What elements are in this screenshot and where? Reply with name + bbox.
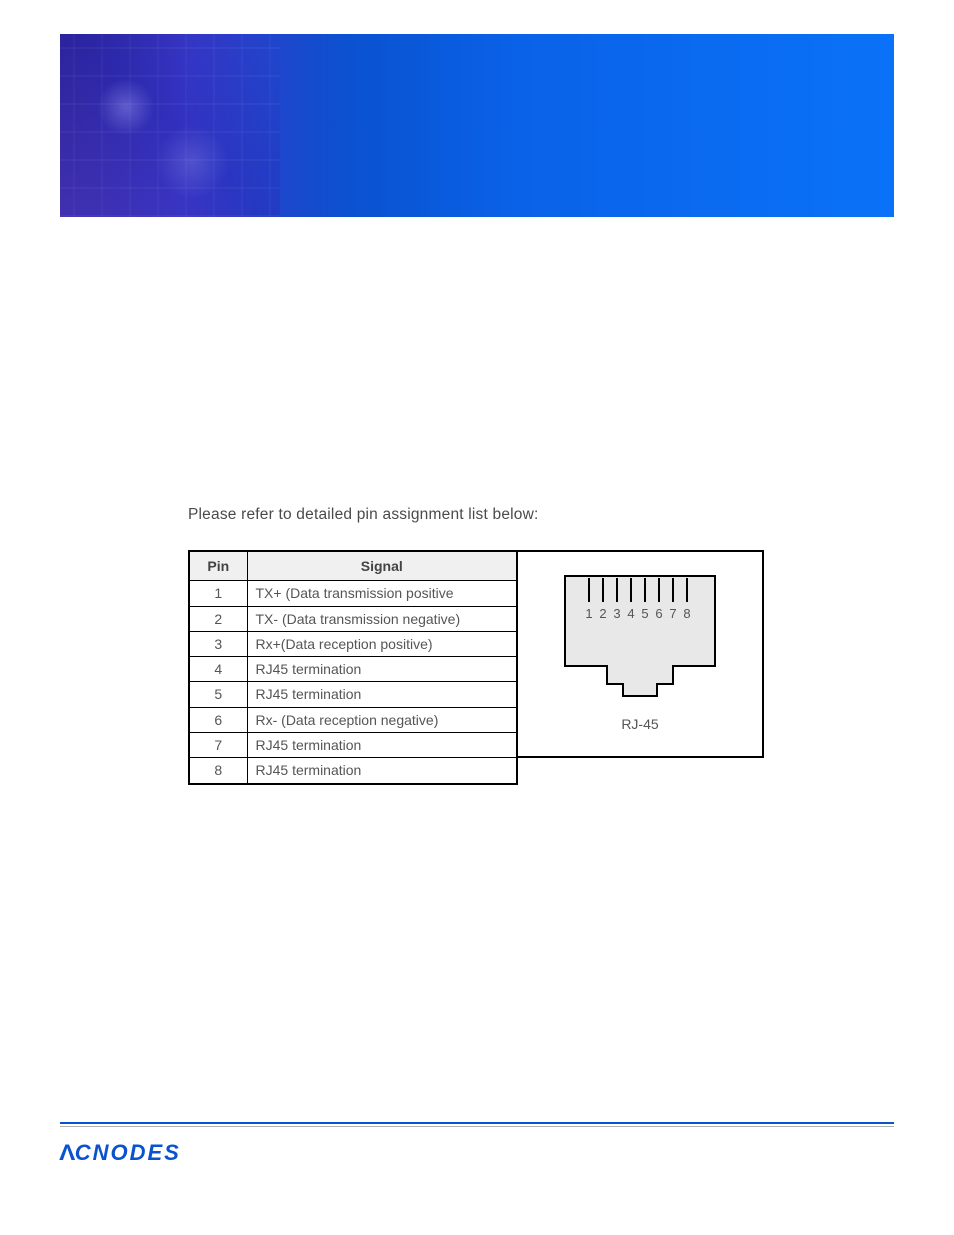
pin-cell: 7 <box>189 733 247 758</box>
table-row: 6Rx- (Data reception negative) <box>189 707 517 732</box>
pin-number-label: 3 <box>613 606 620 621</box>
signal-cell: TX- (Data transmission negative) <box>247 606 517 631</box>
pin-cell: 3 <box>189 631 247 656</box>
pin-number-label: 5 <box>641 606 648 621</box>
rj45-diagram-box: 1 2 3 4 5 6 7 8 RJ-45 <box>518 550 764 758</box>
pin-number-label: 6 <box>655 606 662 621</box>
pin-assignment-table: Pin Signal 1TX+ (Data transmission posit… <box>188 550 518 785</box>
rj45-connector-icon: 1 2 3 4 5 6 7 8 <box>545 566 735 706</box>
pin-cell: 4 <box>189 657 247 682</box>
col-header-signal: Signal <box>247 551 517 581</box>
pin-number-label: 2 <box>599 606 606 621</box>
pin-cell: 1 <box>189 581 247 606</box>
pin-assignment-section: Pin Signal 1TX+ (Data transmission posit… <box>188 550 764 785</box>
header-banner <box>60 34 894 217</box>
table-row: 5RJ45 termination <box>189 682 517 707</box>
brand-logo: ΛCNODES <box>60 1140 181 1166</box>
rj45-label: RJ-45 <box>621 716 658 732</box>
circuit-board-graphic <box>60 34 280 217</box>
table-row: 2TX- (Data transmission negative) <box>189 606 517 631</box>
lambda-icon: Λ <box>59 1140 77 1166</box>
pin-cell: 8 <box>189 758 247 784</box>
table-row: 7RJ45 termination <box>189 733 517 758</box>
signal-cell: TX+ (Data transmission positive <box>247 581 517 606</box>
table-row: 3Rx+(Data reception positive) <box>189 631 517 656</box>
pin-number-label: 7 <box>669 606 676 621</box>
table-row: 1TX+ (Data transmission positive <box>189 581 517 606</box>
signal-cell: Rx+(Data reception positive) <box>247 631 517 656</box>
footer-rule-secondary <box>60 1126 894 1127</box>
col-header-pin: Pin <box>189 551 247 581</box>
logo-text: CNODES <box>75 1140 181 1165</box>
table-row: 4RJ45 termination <box>189 657 517 682</box>
footer-rule <box>60 1122 894 1124</box>
pin-number-label: 8 <box>683 606 690 621</box>
pin-cell: 5 <box>189 682 247 707</box>
table-row: 8RJ45 termination <box>189 758 517 784</box>
intro-text: Please refer to detailed pin assignment … <box>188 506 539 524</box>
signal-cell: RJ45 termination <box>247 733 517 758</box>
signal-cell: RJ45 termination <box>247 758 517 784</box>
pin-cell: 2 <box>189 606 247 631</box>
pin-number-label: 4 <box>627 606 634 621</box>
signal-cell: RJ45 termination <box>247 657 517 682</box>
pin-number-label: 1 <box>585 606 592 621</box>
pin-cell: 6 <box>189 707 247 732</box>
signal-cell: RJ45 termination <box>247 682 517 707</box>
signal-cell: Rx- (Data reception negative) <box>247 707 517 732</box>
